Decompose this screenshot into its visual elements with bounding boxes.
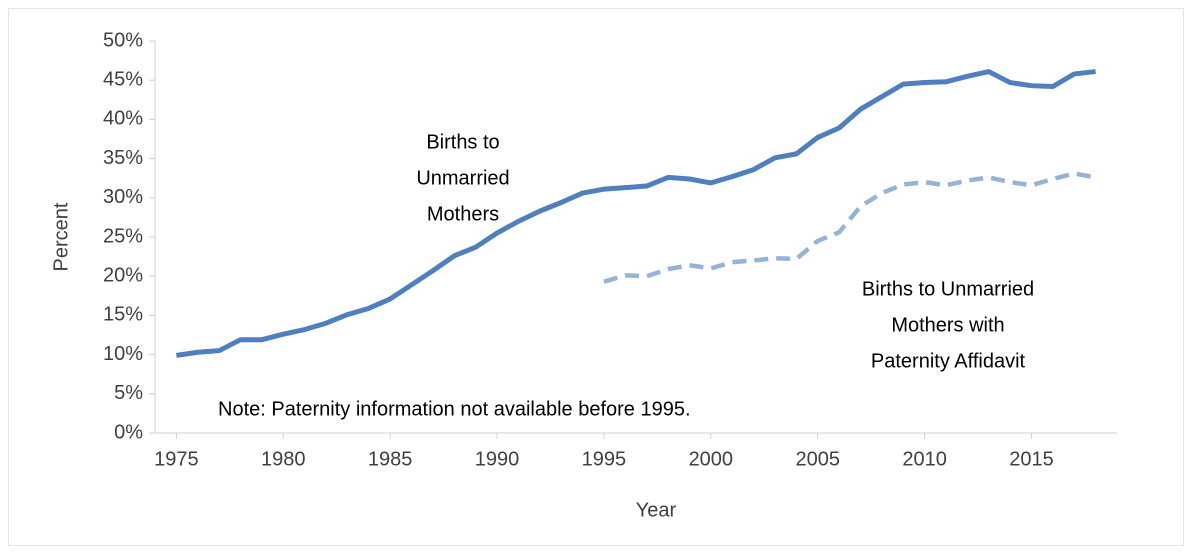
- annotation: Mothers with: [891, 314, 1004, 336]
- y-tick-label: 45%: [103, 68, 143, 90]
- y-tick-label: 15%: [103, 304, 143, 326]
- series-line: [603, 171, 1097, 284]
- y-tick-label: 10%: [103, 343, 143, 365]
- series-line: [176, 69, 1096, 358]
- x-tick-label: 1980: [261, 448, 306, 470]
- x-tick-label: 2000: [689, 448, 734, 470]
- annotation: Unmarried: [416, 167, 509, 189]
- annotation: Note: Paternity information not availabl…: [218, 398, 691, 420]
- y-tick-label: 30%: [103, 186, 143, 208]
- y-tick-label: 5%: [114, 382, 143, 404]
- x-axis-label: Year: [636, 499, 677, 521]
- x-tick-label: 2005: [795, 448, 840, 470]
- y-tick-label: 0%: [114, 421, 143, 443]
- x-tick-label: 2010: [902, 448, 947, 470]
- x-tick-label: 1985: [368, 448, 413, 470]
- x-tick-label: 1995: [582, 448, 627, 470]
- y-axis-label: Percent: [50, 202, 72, 271]
- y-tick-label: 25%: [103, 225, 143, 247]
- x-tick-label: 2015: [1009, 448, 1054, 470]
- x-tick-label: 1975: [154, 448, 199, 470]
- x-tick-label: 1990: [475, 448, 520, 470]
- annotation: Mothers: [427, 203, 499, 225]
- annotation: Paternity Affidavit: [871, 350, 1026, 372]
- chart-frame: [8, 8, 1184, 546]
- annotation: Births to: [426, 131, 499, 153]
- y-tick-label: 20%: [103, 264, 143, 286]
- annotation: Births to Unmarried: [862, 278, 1034, 300]
- y-tick-label: 35%: [103, 147, 143, 169]
- y-tick-label: 40%: [103, 108, 143, 130]
- y-tick-label: 50%: [103, 29, 143, 51]
